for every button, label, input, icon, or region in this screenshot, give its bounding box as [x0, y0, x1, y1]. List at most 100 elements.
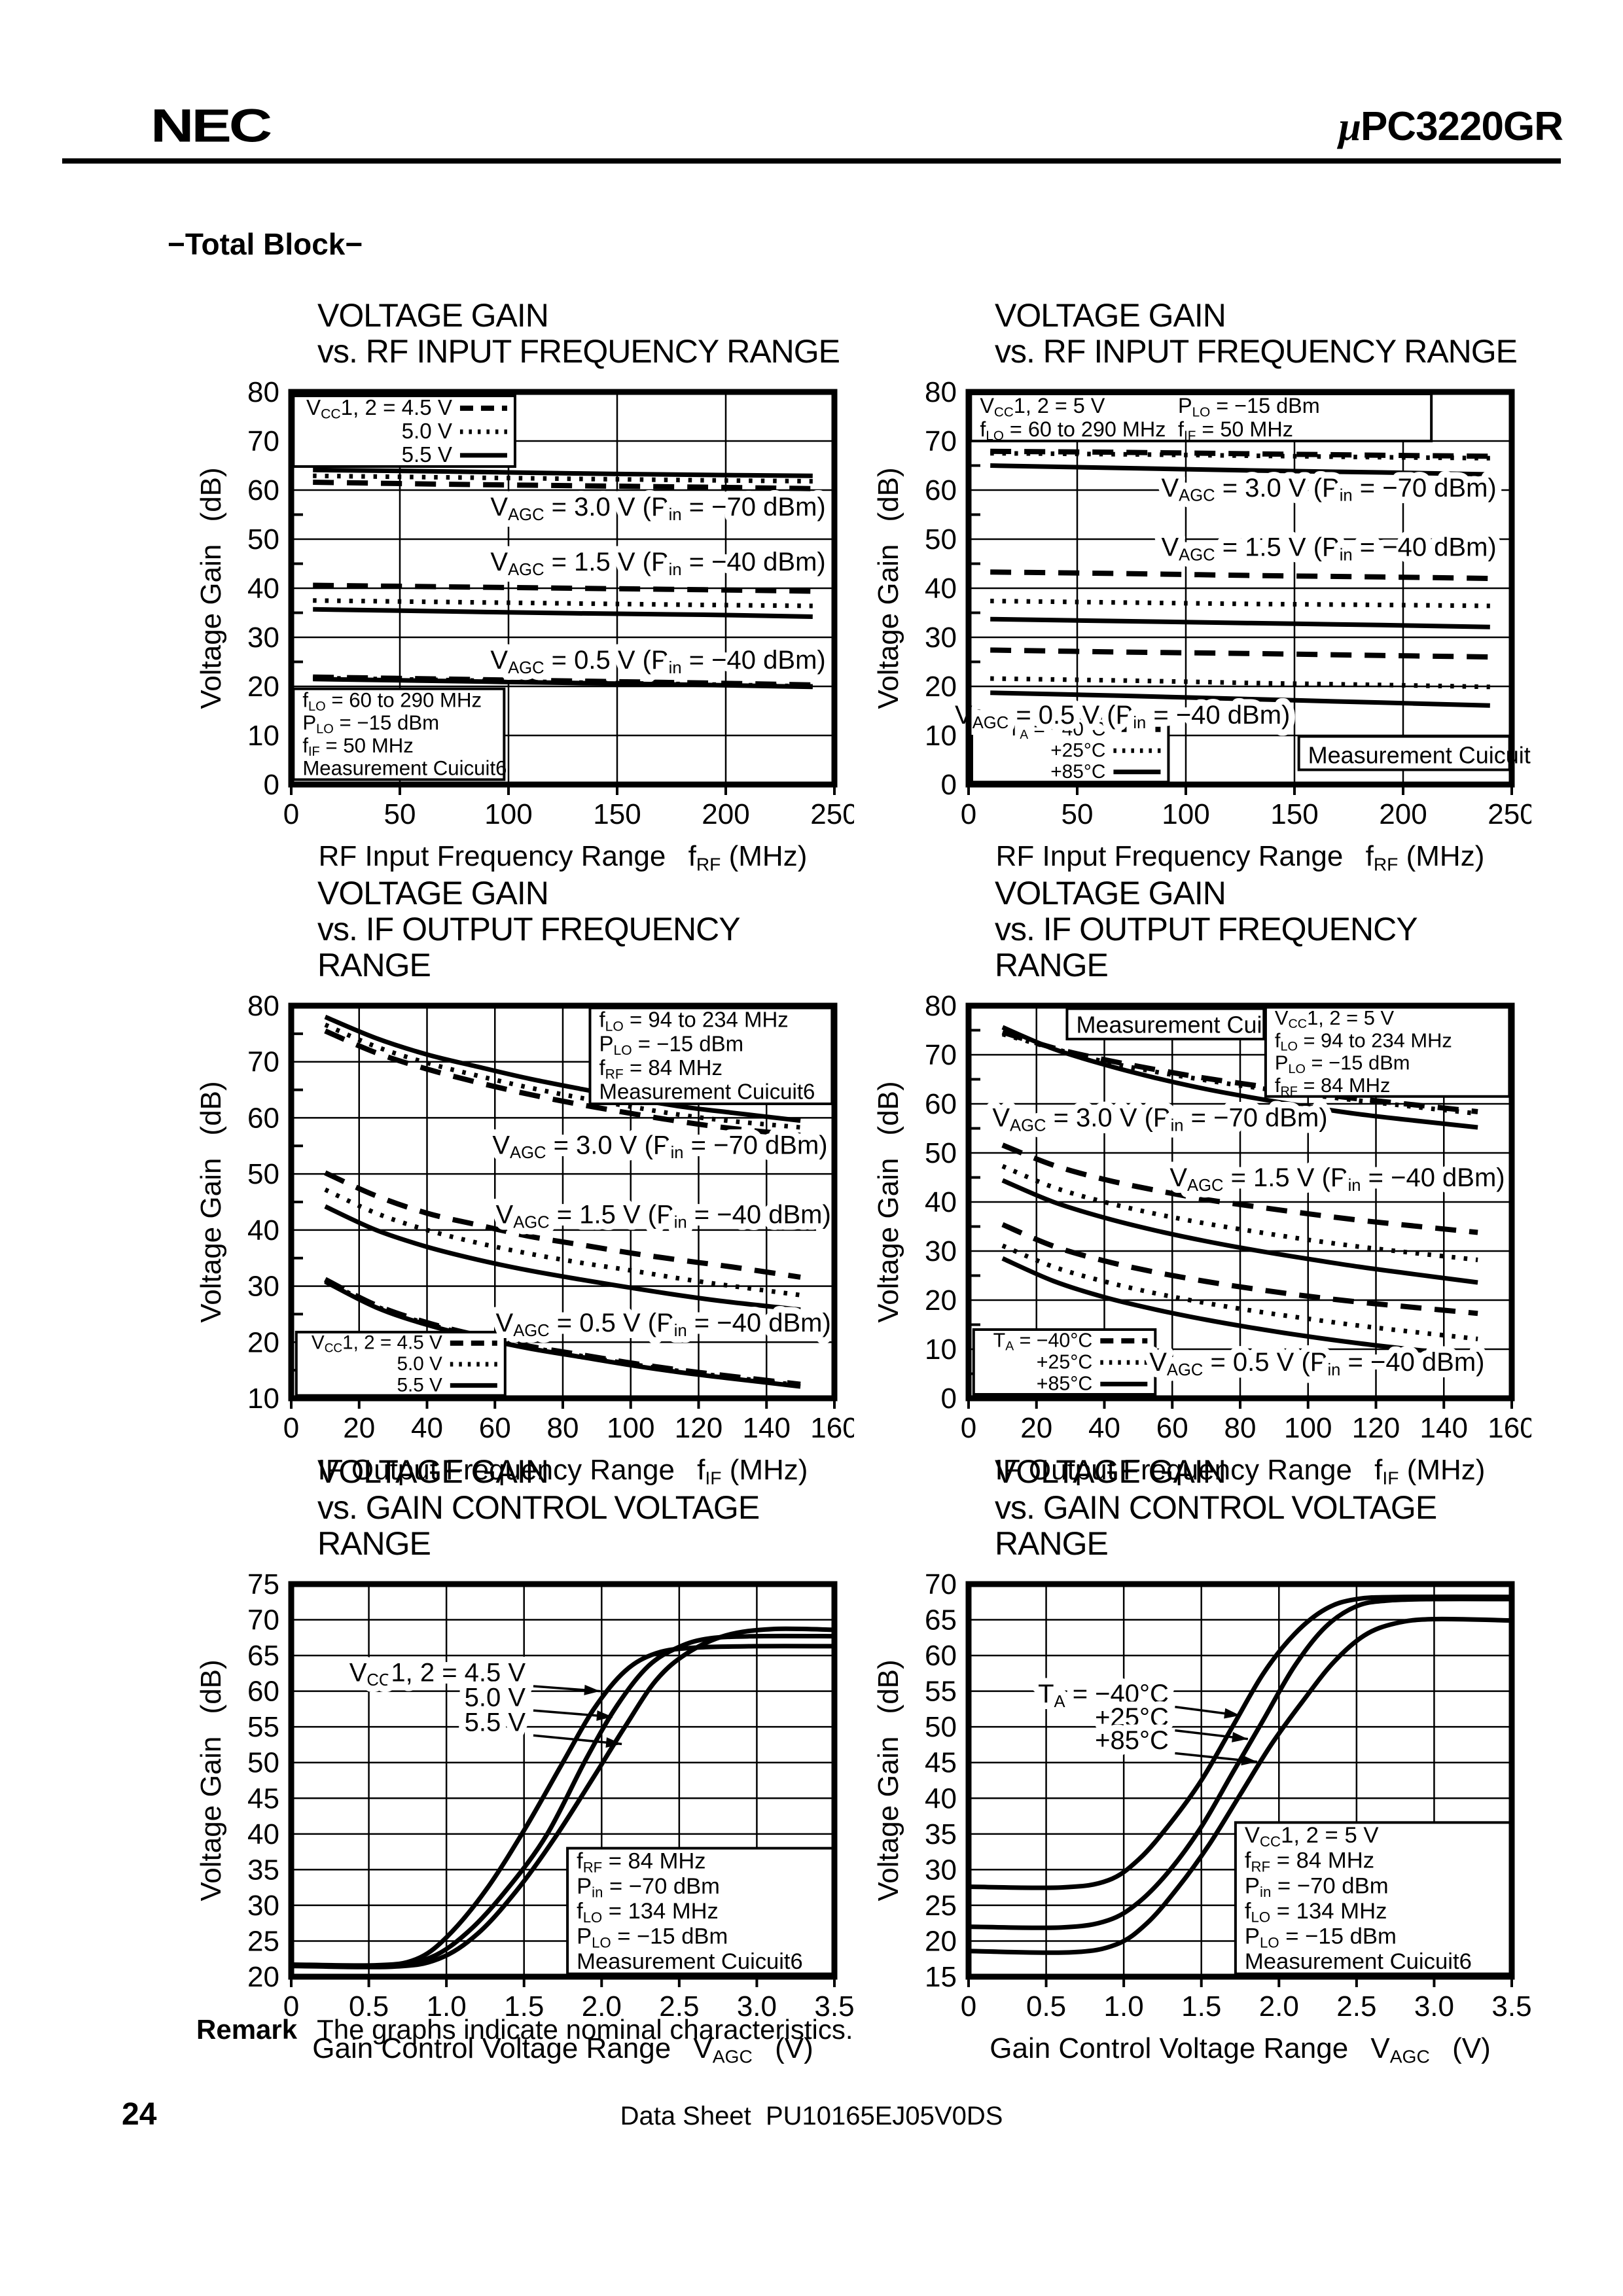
condition-text: PLO = −15 dBm [302, 711, 439, 736]
legend-label: +25°C [1037, 1351, 1093, 1373]
chart-title-line1: VOLTAGE GAIN [317, 1453, 549, 1490]
y-tick-label: 45 [925, 1747, 957, 1779]
x-tick-label: 0 [961, 1412, 976, 1444]
condition-text: VCC1, 2 = 5 V [980, 394, 1105, 420]
condition-text: fLO = 60 to 290 MHz [302, 689, 482, 714]
x-tick-label: 3.5 [1491, 1990, 1531, 2022]
condition-text: VCC1, 2 = 5 V [1245, 1823, 1379, 1850]
chart-vgain-vs-rf-freq-temp: VOLTAGE GAIN vs. RF INPUT FREQUENCY RANG… [870, 298, 1531, 884]
chart-annotation: VAGC = 0.5 V (Pin = −40 dBm) [490, 646, 825, 677]
y-tick-label: 10 [247, 1383, 279, 1415]
chart-annotation: VAGC = 1.5 V (Pin = −40 dBm) [496, 1201, 831, 1232]
part-number-text: PC3220GR [1360, 104, 1563, 149]
y-tick-label: 70 [925, 425, 957, 457]
y-axis-title: Voltage Gain (dB) [872, 467, 904, 709]
y-tick-label: 30 [925, 1854, 957, 1886]
series-curve [1001, 1142, 1478, 1235]
y-tick-label: 60 [925, 474, 957, 506]
y-tick-label: 70 [247, 1046, 279, 1078]
y-tick-label: 0 [941, 769, 957, 801]
y-tick-label: 40 [247, 1214, 279, 1246]
chart-annotation: VAGC = 1.5 V (Pin = −40 dBm) [1169, 1163, 1505, 1195]
series-curve [291, 1626, 835, 1969]
annotation-arrowhead [1232, 1731, 1248, 1742]
condition-text: PLO = −15 dBm [1245, 1924, 1397, 1951]
chart-vgain-vs-agc-temp: VOLTAGE GAIN vs. GAIN CONTROL VOLTAGE RA… [870, 1454, 1531, 2076]
legend-label: +85°C [1050, 761, 1105, 783]
y-tick-label: 30 [925, 622, 957, 654]
condition-text: Measurement Cuicuit6 [1308, 741, 1531, 768]
condition-text: VCC1, 2 = 5 V [1275, 1006, 1395, 1031]
y-tick-label: 60 [247, 1676, 279, 1708]
chart-title: VOLTAGE GAIN vs. IF OUTPUT FREQUENCY RAN… [995, 875, 1531, 983]
plot-frame [288, 1002, 838, 1402]
x-tick-label: 80 [1224, 1412, 1257, 1444]
x-tick-label: 0 [283, 798, 299, 830]
x-tick-label: 200 [1379, 798, 1427, 830]
x-tick-label: 2.5 [1336, 1990, 1376, 2022]
y-tick-label: 10 [925, 1333, 957, 1366]
y-tick-label: 80 [247, 990, 279, 1022]
annotation-arrowhead [1224, 1708, 1240, 1719]
series-curve [968, 1597, 1512, 1930]
annotation-arrowhead [596, 1710, 613, 1721]
chart-title: VOLTAGE GAIN vs. RF INPUT FREQUENCY RANG… [317, 298, 854, 370]
y-tick-label: 30 [247, 1271, 279, 1303]
series-curve [313, 480, 813, 491]
header-rule [62, 158, 1561, 164]
y-tick-label: 0 [264, 769, 279, 801]
series-curve [1001, 1025, 1478, 1130]
condition-text: fIF = 50 MHz [302, 734, 414, 759]
y-tick-label: 60 [247, 474, 279, 506]
y-tick-label: 70 [925, 1568, 957, 1600]
y-tick-label: 60 [247, 1102, 279, 1134]
chart-annotation: +25°C [1095, 1703, 1169, 1732]
y-axis-title: Voltage Gain (dB) [195, 467, 227, 709]
series-curve [990, 448, 1490, 459]
x-tick-label: 140 [743, 1412, 791, 1444]
legend-label: 5.0 V [397, 1353, 442, 1375]
series-curve [1001, 1032, 1478, 1116]
series-curve [990, 690, 1490, 708]
y-axis-title: Voltage Gain (dB) [872, 1081, 904, 1322]
condition-text: Pin = −70 dBm [577, 1874, 720, 1901]
mu-prefix: μ [1338, 105, 1361, 149]
series-curve [324, 1022, 801, 1130]
y-tick-label: 50 [925, 523, 957, 556]
chart-annotation: VAGC = 1.5 V (Pin = −40 dBm) [490, 548, 825, 579]
x-tick-label: 100 [484, 798, 532, 830]
x-axis-title: IF Output Frequency Range fIF (MHz) [318, 1454, 808, 1489]
x-tick-label: 100 [1284, 1412, 1332, 1444]
y-tick-label: 60 [925, 1088, 957, 1120]
y-tick-label: 55 [925, 1676, 957, 1708]
x-tick-label: 140 [1420, 1412, 1468, 1444]
condition-text: fRF = 84 MHz [577, 1848, 705, 1875]
x-tick-label: 160 [810, 1412, 854, 1444]
y-tick-label: 25 [247, 1925, 279, 1957]
series-curve [324, 1014, 801, 1123]
x-tick-label: 3.0 [737, 1990, 777, 2022]
series-curve [324, 1279, 801, 1389]
series-curve [291, 1633, 835, 1969]
x-tick-label: 160 [1488, 1412, 1531, 1444]
plot-frame [965, 389, 1515, 788]
x-tick-label: 0 [283, 1990, 299, 2022]
plot-area: VCC1, 2 = 5 V PLO = −15 dBm fLO = 60 to 29… [872, 376, 1531, 875]
legend-label: TA = −40°C [1008, 718, 1105, 742]
condition-text: PLO = −15 dBm [1178, 394, 1320, 420]
series-curve [324, 1187, 801, 1298]
x-tick-label: 3.0 [1414, 1990, 1454, 2022]
remark-text: The graphs indicate nominal characterist… [317, 2014, 853, 2045]
y-tick-label: 80 [247, 376, 279, 408]
series-curve [313, 598, 813, 609]
x-tick-label: 40 [411, 1412, 443, 1444]
x-tick-label: 250 [810, 798, 854, 830]
y-tick-label: 75 [247, 1568, 279, 1600]
chart-annotation: VAGC = 3.0 V (Pin = −70 dBm) [490, 493, 825, 524]
x-tick-label: 1.5 [504, 1990, 544, 2022]
x-axis-title: RF Input Frequency Range fRF (MHz) [319, 840, 808, 875]
y-tick-label: 50 [247, 523, 279, 556]
y-tick-label: 40 [247, 1818, 279, 1850]
